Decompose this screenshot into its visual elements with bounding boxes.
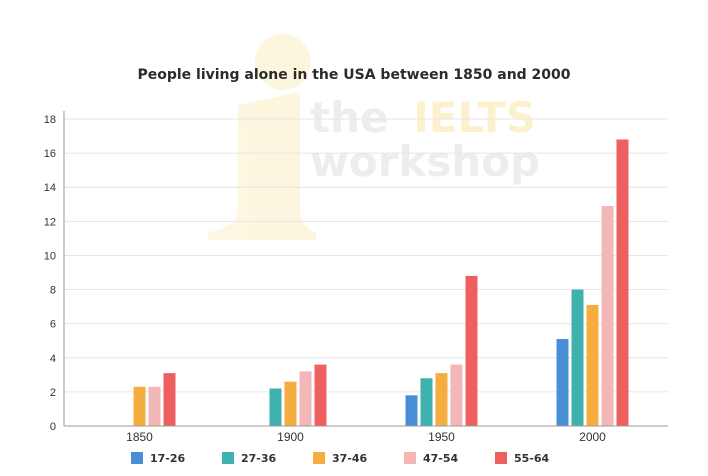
y-tick-label: 6 bbox=[50, 319, 56, 331]
legend-swatch bbox=[313, 452, 325, 464]
legend: 17-26 27-36 37-46 47-54 55-64 bbox=[131, 452, 550, 465]
x-axis: 1850 1900 1950 2000 bbox=[64, 425, 668, 444]
bar bbox=[435, 373, 448, 426]
legend-label: 37-46 bbox=[332, 452, 368, 465]
bar bbox=[586, 304, 599, 426]
bar bbox=[571, 289, 584, 426]
legend-label: 17-26 bbox=[150, 452, 186, 465]
x-tick-label: 1900 bbox=[277, 430, 304, 444]
legend-swatch bbox=[222, 452, 234, 464]
legend-swatch bbox=[404, 452, 416, 464]
bar bbox=[133, 386, 146, 426]
watermark-line1-accent: IELTS bbox=[413, 93, 536, 142]
bar bbox=[450, 364, 463, 426]
bar bbox=[299, 371, 312, 426]
x-tick-label: 1950 bbox=[428, 430, 455, 444]
bar bbox=[405, 395, 418, 426]
bars bbox=[133, 139, 629, 426]
legend-label: 55-64 bbox=[514, 452, 550, 465]
x-tick-label: 1850 bbox=[126, 430, 153, 444]
bar bbox=[163, 373, 176, 426]
bar bbox=[284, 381, 297, 426]
y-tick-label: 8 bbox=[50, 285, 56, 297]
bar bbox=[465, 275, 478, 426]
bar bbox=[314, 364, 327, 426]
watermark-line2: workshop bbox=[310, 137, 540, 186]
x-tick-label: 2000 bbox=[579, 430, 606, 444]
watermark-line1: the bbox=[310, 93, 388, 142]
bar bbox=[269, 388, 282, 426]
legend-label: 47-54 bbox=[423, 452, 459, 465]
y-tick-label: 4 bbox=[50, 353, 56, 365]
y-tick-label: 2 bbox=[50, 387, 56, 399]
legend-label: 27-36 bbox=[241, 452, 277, 465]
chart-title: People living alone in the USA between 1… bbox=[137, 67, 570, 83]
bar bbox=[420, 378, 433, 426]
bar bbox=[616, 139, 629, 426]
y-axis: 0 2 4 6 8 10 12 14 16 18 bbox=[44, 111, 65, 433]
y-tick-label: 10 bbox=[44, 250, 56, 262]
y-tick-label: 14 bbox=[44, 182, 56, 194]
gridlines bbox=[64, 118, 668, 393]
legend-swatch bbox=[495, 452, 507, 464]
bar bbox=[148, 386, 161, 426]
bar bbox=[601, 205, 614, 426]
y-tick-label: 18 bbox=[44, 114, 56, 126]
watermark: the IELTS workshop bbox=[208, 34, 540, 240]
legend-swatch bbox=[131, 452, 143, 464]
svg-text:the IELTS: the IELTS bbox=[310, 93, 536, 142]
y-tick-label: 0 bbox=[50, 421, 56, 433]
y-tick-label: 12 bbox=[44, 216, 56, 228]
bar bbox=[556, 339, 569, 426]
watermark-logo-icon bbox=[208, 34, 316, 240]
y-tick-label: 16 bbox=[44, 148, 56, 160]
